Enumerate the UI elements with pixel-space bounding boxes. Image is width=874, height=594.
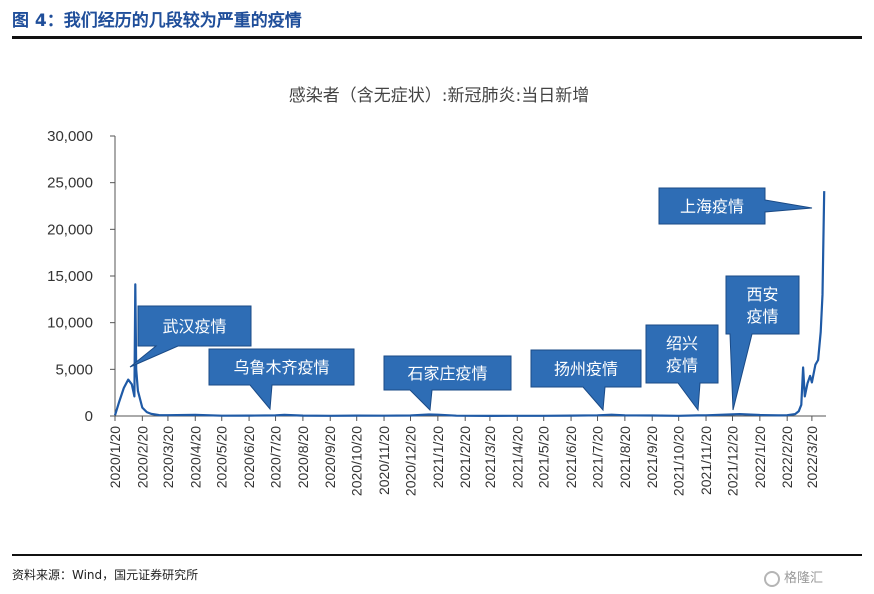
series-line <box>113 191 826 417</box>
y-tick-label: 25,000 <box>47 175 93 192</box>
x-tick-label: 2022/2/20 <box>779 426 795 488</box>
x-tick-label: 2021/6/20 <box>563 426 579 488</box>
callout-box <box>383 355 512 412</box>
watermark: 格隆汇 <box>764 567 823 587</box>
y-tick-label: 20,000 <box>47 221 93 238</box>
x-tick-label: 2020/6/20 <box>241 426 257 488</box>
callout-box <box>645 324 719 412</box>
y-tick-label: 15,000 <box>47 268 93 285</box>
callout-box <box>530 349 642 412</box>
x-tick-label: 2020/10/20 <box>349 426 365 496</box>
chart-title: 感染者（含无症状）:新冠肺炎:当日新增 <box>289 86 589 106</box>
top-divider <box>12 36 862 39</box>
callout-label: 乌鲁木齐疫情 <box>233 358 329 377</box>
x-tick-label: 2020/1/20 <box>107 426 123 488</box>
callout-box <box>725 275 800 411</box>
callout-box <box>129 305 252 368</box>
y-tick-label: 30,000 <box>47 128 93 145</box>
x-tick-label: 2021/10/20 <box>671 426 687 496</box>
callout-label: 武汉疫情 <box>162 317 226 336</box>
x-axis: 2020/1/20 2020/2/20 2020/3/20 2020/4/20 2020… <box>107 415 826 496</box>
x-tick-label: 2021/11/20 <box>698 426 714 495</box>
watermark-text: 格隆汇 <box>784 571 824 586</box>
x-tick-label: 2021/4/20 <box>509 426 525 488</box>
x-tick-label: 2020/8/20 <box>295 426 311 488</box>
x-tick-label: 2021/1/20 <box>430 426 446 488</box>
callout-label: 石家庄疫情 <box>407 364 487 383</box>
x-tick-label: 2020/2/20 <box>134 426 150 488</box>
x-tick-label: 2021/12/20 <box>724 426 740 496</box>
callout-box <box>208 348 355 411</box>
watermark-logo-icon <box>764 570 780 587</box>
x-tick-label: 2020/7/20 <box>268 426 284 488</box>
x-tick-label: 2020/11/20 <box>376 426 392 495</box>
x-tick-label: 2021/2/20 <box>457 426 473 488</box>
callout-label: 上海疫情 <box>680 197 744 216</box>
x-tick-label: 2021/5/20 <box>536 426 552 488</box>
x-tick-label: 2020/12/20 <box>403 426 419 496</box>
x-tick-label: 2020/5/20 <box>214 426 230 488</box>
x-tick-label: 2022/3/20 <box>804 426 820 488</box>
y-tick-label: 5,000 <box>55 361 93 378</box>
callout-label: 西安疫情 <box>746 285 778 326</box>
y-axis: 0 5,000 10,000 15,000 20,000 25,000 30,000 <box>47 128 116 425</box>
x-tick-label: 2020/3/20 <box>160 426 176 488</box>
x-tick-label: 2021/8/20 <box>617 426 633 488</box>
x-tick-label: 2020/9/20 <box>322 426 338 488</box>
x-tick-label: 2021/7/20 <box>590 426 606 488</box>
callout-label: 绍兴疫情 <box>666 334 698 375</box>
x-tick-label: 2021/3/20 <box>482 426 498 488</box>
bottom-divider <box>12 554 862 556</box>
source-note: 资料来源：Wind，国元证券研究所 <box>12 568 199 582</box>
callout-label: 扬州疫情 <box>554 360 618 379</box>
y-tick-label: 0 <box>85 408 93 425</box>
x-tick-label: 2022/1/20 <box>752 426 768 488</box>
figure-title: 图 4：我们经历的几段较为严重的疫情 <box>12 11 302 31</box>
x-tick-label: 2021/9/20 <box>644 426 660 488</box>
callout-box <box>658 187 813 225</box>
x-tick-label: 2020/4/20 <box>187 426 203 488</box>
series-layer <box>113 191 826 417</box>
y-tick-label: 10,000 <box>47 315 93 332</box>
